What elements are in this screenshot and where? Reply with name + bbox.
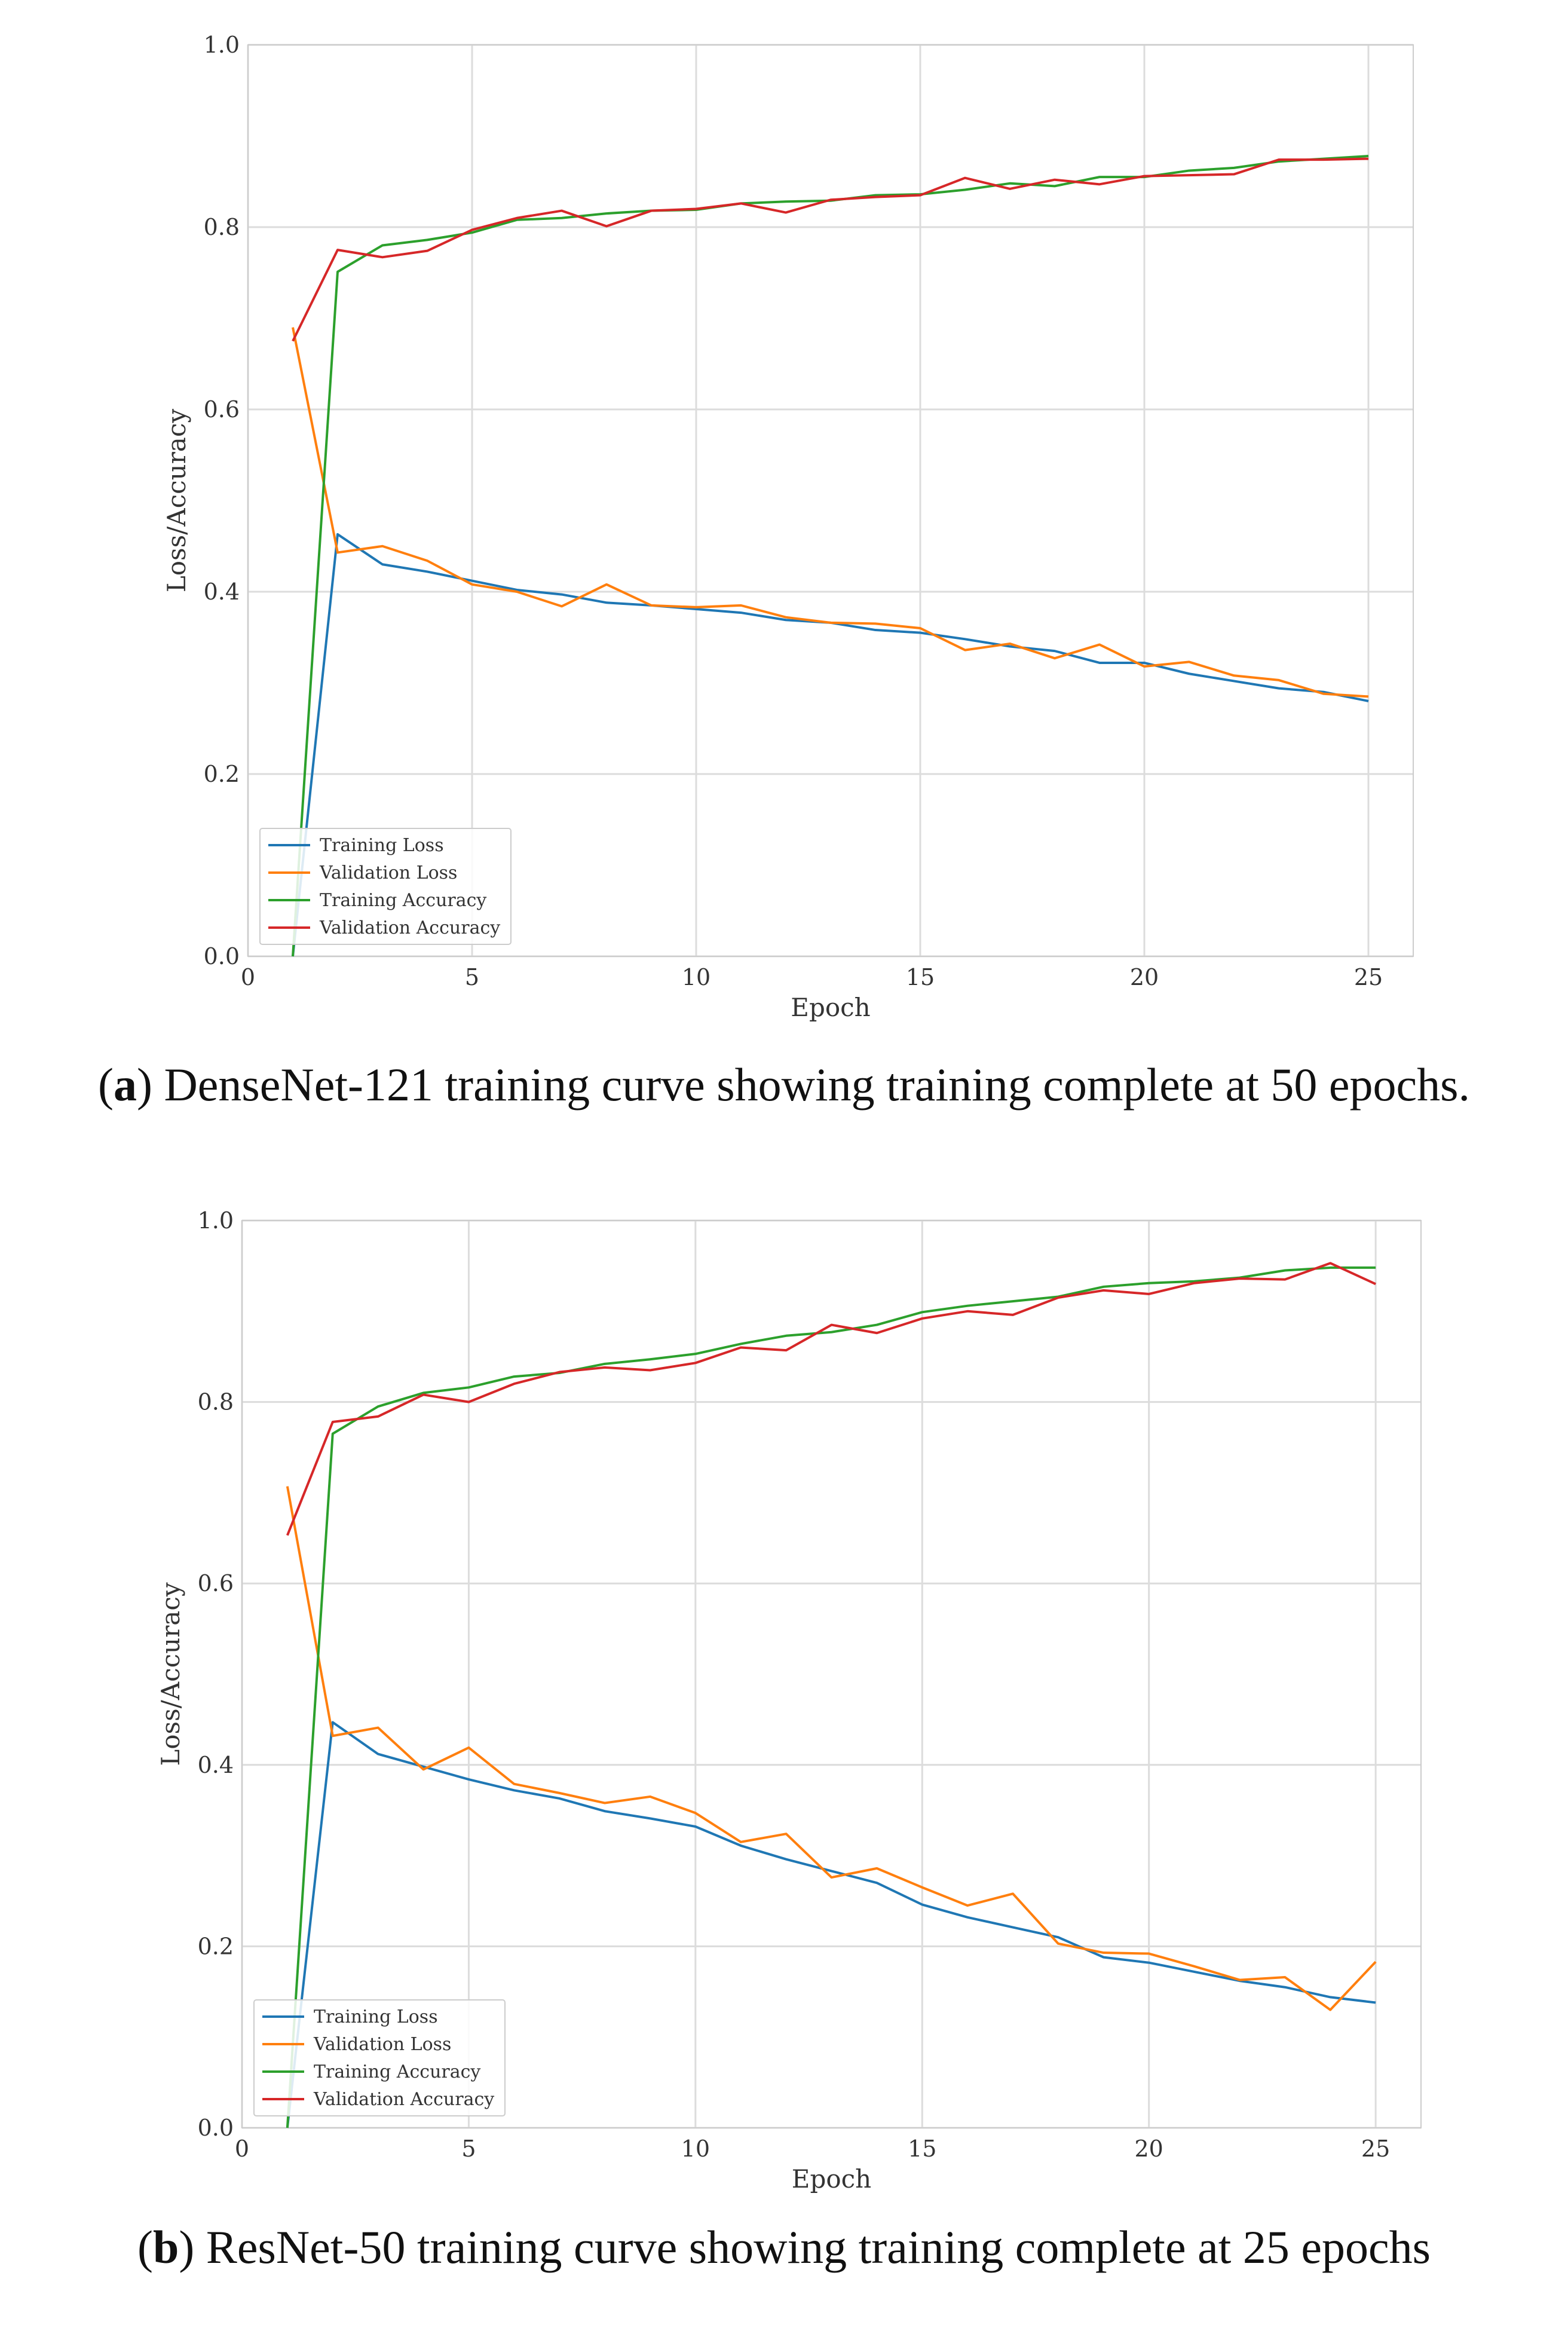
chart-b-ylabel: Loss/Accuracy [156, 1582, 185, 1766]
chart-b-ytick-label: 0.8 [198, 1389, 234, 1415]
chart-b-series-validation-loss [286, 1486, 1377, 2011]
chart-b-xtick-label: 10 [681, 2136, 710, 2162]
caption-a-open: ( [97, 1059, 114, 1111]
chart-a-xlabel: Epoch [791, 993, 870, 1022]
caption-b: (b) ResNet-50 training curve showing tra… [0, 2220, 1568, 2274]
chart-b-legend-label: Validation Loss [313, 2034, 451, 2055]
chart-a-xtick-label: 20 [1130, 964, 1159, 990]
chart-b-legend-label: Training Accuracy [314, 2061, 480, 2082]
chart-a-plot-frame [247, 44, 1414, 957]
chart-b-ytick-label: 0.0 [198, 2115, 234, 2141]
caption-b-text: ) ResNet-50 training curve showing train… [179, 2221, 1431, 2273]
chart-a-legend-label: Training Accuracy [320, 890, 486, 911]
chart-a-series-validation-loss [292, 327, 1369, 698]
chart-b-legend-label: Training Loss [314, 2006, 438, 2027]
chart-a-xtick-label: 5 [465, 964, 479, 990]
chart-a-legend-label: Validation Accuracy [319, 917, 500, 938]
chart-a-xtick-label: 15 [906, 964, 935, 990]
caption-a-letter: a [113, 1059, 137, 1111]
chart-a-ylabel: Loss/Accuracy [162, 409, 191, 593]
chart-a-legend-label: Training Loss [320, 835, 444, 856]
chart-b-plot-frame [241, 1220, 1422, 2128]
chart-b-series-training-loss [286, 1721, 1376, 2128]
chart-a-ytick-label: 1.0 [204, 32, 240, 58]
chart-a-series-validation-accuracy [292, 157, 1369, 342]
figure-panel-b: 0 5 10 15 20 25 0.0 0.2 0.4 0.6 0.8 1.0 Epoch Loss/Ac… [0, 1171, 1568, 2340]
chart-a-xtick-label: 25 [1354, 964, 1383, 990]
chart-a: 0 5 10 15 20 25 0.0 0.2 0.4 0.6 0.8 1.0 Epoch Loss/Ac… [162, 32, 1414, 1022]
chart-a-xtick-label: 10 [682, 964, 710, 990]
figure-panel-a: 0 5 10 15 20 25 0.0 0.2 0.4 0.6 0.8 1.0 Epoch Loss/Ac… [0, 32, 1568, 1112]
chart-b-series-validation-accuracy [286, 1262, 1376, 1536]
chart-b-ytick-label: 0.6 [198, 1570, 234, 1596]
chart-b-series-training-accuracy [286, 1266, 1376, 2128]
chart-b-xtick-label: 15 [908, 2136, 936, 2162]
chart-b-ytick-label: 1.0 [198, 1207, 234, 1234]
chart-a-legend-label: Validation Loss [319, 862, 457, 883]
chart-a-ytick-label: 0.4 [204, 579, 240, 605]
chart-a-ytick-label: 0.8 [204, 214, 240, 240]
chart-b-ytick-label: 0.4 [198, 1752, 234, 1778]
chart-b-xtick-label: 20 [1135, 2136, 1163, 2162]
chart-b-xtick-label: 0 [235, 2136, 249, 2162]
caption-a: (a) DenseNet-121 training curve showing … [0, 1058, 1568, 1112]
caption-b-open: ( [137, 2221, 153, 2273]
chart-b-ytick-label: 0.2 [198, 1933, 234, 1959]
chart-a-ytick-label: 0.0 [204, 943, 240, 969]
chart-a-xtick-label: 0 [241, 964, 255, 990]
chart-b-legend-label: Validation Accuracy [313, 2089, 494, 2110]
chart-a-ytick-label: 0.6 [204, 396, 240, 423]
chart-a-legend [259, 828, 512, 945]
caption-b-letter: b [152, 2221, 179, 2273]
chart-b-xtick-label: 5 [461, 2136, 476, 2162]
chart-a-ytick-label: 0.2 [204, 761, 240, 787]
chart-b: 0 5 10 15 20 25 0.0 0.2 0.4 0.6 0.8 1.0 Epoch Loss/Ac… [156, 1207, 1422, 2194]
chart-b-legend [253, 1999, 506, 2116]
caption-a-text: ) DenseNet-121 training curve showing tr… [136, 1059, 1471, 1111]
chart-b-xtick-label: 25 [1361, 2136, 1390, 2162]
chart-b-xlabel: Epoch [792, 2164, 871, 2194]
